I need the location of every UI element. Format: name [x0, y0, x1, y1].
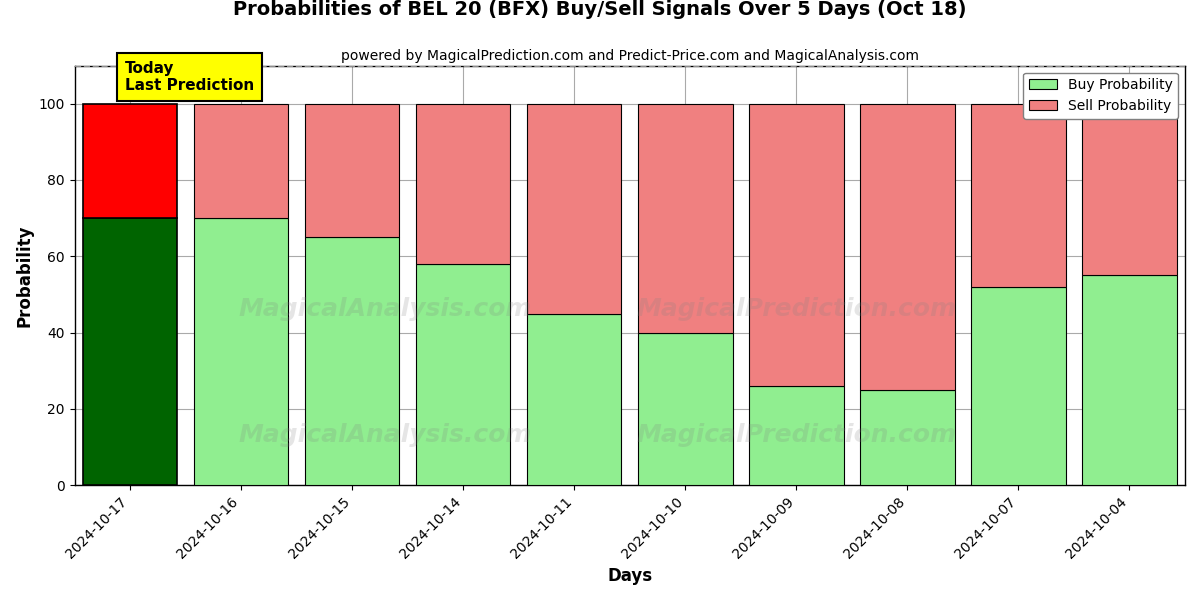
Bar [305, 237, 400, 485]
Bar [971, 104, 1066, 287]
Text: MagicalPrediction.com: MagicalPrediction.com [636, 423, 956, 447]
Bar [194, 104, 288, 218]
Text: Today
Last Prediction: Today Last Prediction [125, 61, 254, 93]
Bar [416, 264, 510, 485]
Bar [749, 386, 844, 485]
Bar [971, 287, 1066, 485]
Bar [527, 104, 622, 314]
Text: Probabilities of BEL 20 (BFX) Buy/Sell Signals Over 5 Days (Oct 18): Probabilities of BEL 20 (BFX) Buy/Sell S… [233, 0, 967, 19]
Bar [194, 218, 288, 485]
Text: MagicalAnalysis.com: MagicalAnalysis.com [239, 297, 533, 321]
Bar [638, 104, 732, 332]
Y-axis label: Probability: Probability [16, 224, 34, 326]
Bar [860, 390, 955, 485]
Bar [1082, 275, 1177, 485]
Text: MagicalPrediction.com: MagicalPrediction.com [636, 297, 956, 321]
Bar [416, 104, 510, 264]
Text: MagicalAnalysis.com: MagicalAnalysis.com [239, 423, 533, 447]
Bar [638, 332, 732, 485]
Bar [749, 104, 844, 386]
Bar [83, 218, 178, 485]
Bar [83, 104, 178, 218]
Bar [305, 104, 400, 237]
Legend: Buy Probability, Sell Probability: Buy Probability, Sell Probability [1024, 73, 1178, 119]
Bar [1082, 104, 1177, 275]
Bar [860, 104, 955, 390]
X-axis label: Days: Days [607, 567, 653, 585]
Title: powered by MagicalPrediction.com and Predict-Price.com and MagicalAnalysis.com: powered by MagicalPrediction.com and Pre… [341, 49, 919, 63]
Bar [527, 314, 622, 485]
